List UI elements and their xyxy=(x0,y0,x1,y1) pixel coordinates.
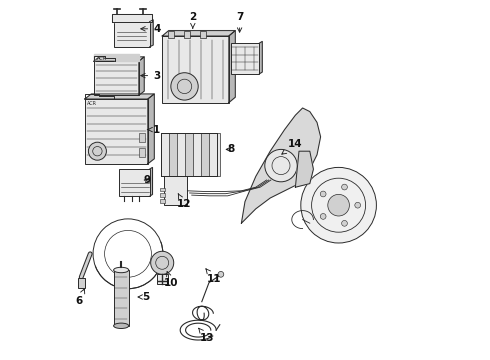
Bar xyxy=(168,31,174,38)
Text: 4: 4 xyxy=(141,24,161,34)
Bar xyxy=(78,278,85,288)
Polygon shape xyxy=(148,94,154,164)
Polygon shape xyxy=(94,57,144,61)
Circle shape xyxy=(151,251,174,274)
Text: ACR: ACR xyxy=(98,56,107,61)
Bar xyxy=(200,31,206,38)
Bar xyxy=(160,199,165,203)
Text: 5: 5 xyxy=(138,292,149,302)
Text: 9: 9 xyxy=(144,175,150,185)
Polygon shape xyxy=(229,31,235,103)
Bar xyxy=(185,133,196,176)
Polygon shape xyxy=(162,31,235,36)
Polygon shape xyxy=(94,54,139,61)
Polygon shape xyxy=(259,41,262,74)
Text: 11: 11 xyxy=(206,269,221,284)
Circle shape xyxy=(88,142,106,160)
Circle shape xyxy=(328,194,349,216)
Polygon shape xyxy=(85,94,154,99)
Circle shape xyxy=(218,271,224,277)
Bar xyxy=(157,274,168,284)
Text: 10: 10 xyxy=(164,272,178,288)
Bar xyxy=(94,61,139,95)
Bar xyxy=(209,133,220,176)
Bar xyxy=(177,133,188,176)
Polygon shape xyxy=(112,14,152,22)
Bar xyxy=(114,22,149,47)
Bar xyxy=(114,270,129,326)
Text: 3: 3 xyxy=(141,71,160,81)
Bar xyxy=(184,31,190,38)
Text: 1: 1 xyxy=(147,125,160,135)
Polygon shape xyxy=(149,20,153,47)
Bar xyxy=(119,169,149,196)
Bar xyxy=(201,133,212,176)
Polygon shape xyxy=(149,167,152,196)
Ellipse shape xyxy=(114,323,129,328)
Bar xyxy=(162,36,229,103)
Text: 7: 7 xyxy=(236,12,244,32)
Polygon shape xyxy=(139,57,144,95)
Circle shape xyxy=(355,202,361,208)
Circle shape xyxy=(342,220,347,226)
Bar xyxy=(193,133,204,176)
Bar xyxy=(139,133,145,142)
Circle shape xyxy=(171,73,198,100)
Bar xyxy=(160,193,165,197)
Circle shape xyxy=(320,191,326,197)
Circle shape xyxy=(342,184,347,190)
Text: 8: 8 xyxy=(226,144,234,154)
Circle shape xyxy=(320,213,326,219)
Bar xyxy=(160,188,165,191)
Bar xyxy=(231,43,259,74)
Circle shape xyxy=(301,167,376,243)
Text: 13: 13 xyxy=(199,328,215,343)
Circle shape xyxy=(265,149,297,182)
Text: 6: 6 xyxy=(76,289,85,306)
Text: ACR: ACR xyxy=(87,102,97,107)
Text: 14: 14 xyxy=(282,139,303,154)
Bar xyxy=(85,99,148,164)
Bar xyxy=(162,133,172,176)
Text: 2: 2 xyxy=(189,12,196,28)
Polygon shape xyxy=(295,151,314,187)
Polygon shape xyxy=(242,108,320,223)
Bar xyxy=(170,133,180,176)
Ellipse shape xyxy=(114,267,129,273)
Bar xyxy=(139,148,145,157)
Text: 12: 12 xyxy=(176,194,191,209)
Bar xyxy=(164,176,187,205)
